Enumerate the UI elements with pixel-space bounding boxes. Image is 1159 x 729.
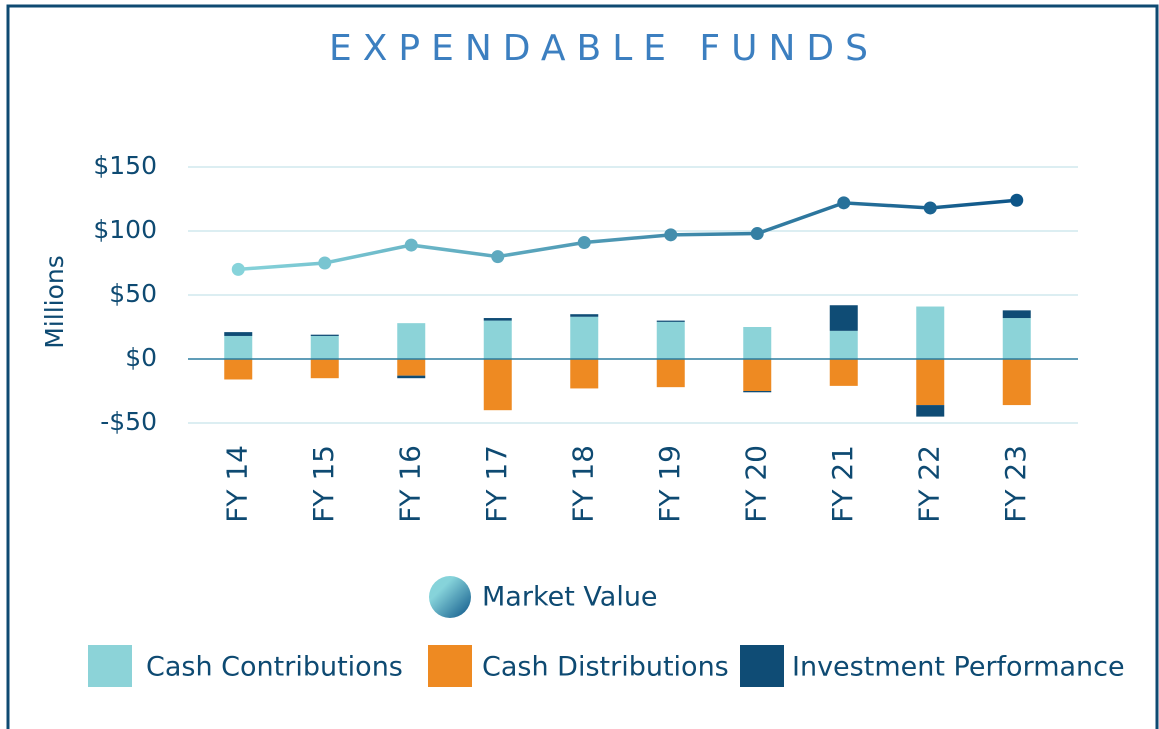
bar: [397, 323, 426, 359]
legend-swatch: [429, 576, 471, 618]
bar: [916, 359, 945, 406]
bar: [397, 359, 426, 376]
bar: [570, 316, 599, 359]
y-tick-label: $50: [109, 279, 157, 308]
bar: [224, 332, 253, 336]
bar: [570, 359, 599, 389]
legend-label: Investment Performance: [792, 652, 1125, 683]
x-tick-label: FY 21: [826, 445, 859, 523]
x-tick-label: FY 18: [566, 445, 599, 523]
bar: [570, 314, 599, 317]
bar: [829, 305, 858, 331]
legend-swatch: [428, 645, 472, 687]
chart-title: EXPENDABLE FUNDS: [329, 28, 879, 69]
bar: [743, 359, 772, 391]
bar: [483, 359, 512, 411]
bar: [483, 320, 512, 359]
point: [577, 236, 591, 250]
bar: [310, 335, 339, 359]
point: [231, 262, 245, 276]
frame: [6, 4, 1159, 729]
legend-swatch: [88, 645, 132, 687]
line: [238, 198, 1017, 272]
bar: [743, 391, 772, 393]
bar: [310, 359, 339, 379]
legend-label: Cash Contributions: [146, 652, 403, 683]
bar: [224, 335, 253, 359]
x-tick-label: FY 15: [307, 445, 340, 523]
y-axis-title: Millions: [40, 255, 69, 349]
bar: [224, 359, 253, 380]
x-tick-label: FY 20: [739, 445, 772, 523]
x-tick-label: FY 23: [999, 445, 1032, 523]
bar: [656, 320, 685, 322]
bar: [829, 330, 858, 359]
point: [750, 227, 764, 241]
legend-label: Market Value: [482, 582, 658, 613]
point: [491, 250, 505, 264]
x-tick-label: FY 17: [480, 445, 513, 523]
y-tick-label: -$50: [100, 407, 157, 436]
x-tick-label: FY 16: [393, 445, 426, 523]
bar: [916, 405, 945, 417]
legend-swatch: [740, 645, 784, 687]
bar: [829, 359, 858, 386]
bar: [483, 318, 512, 321]
bar: [656, 359, 685, 388]
point: [923, 201, 937, 215]
bar: [916, 306, 945, 359]
point: [837, 196, 851, 210]
point: [404, 238, 418, 252]
bar: [1002, 310, 1031, 319]
x-tick-label: FY 19: [653, 445, 686, 523]
x-tick-label: FY 22: [912, 445, 945, 523]
y-tick-label: $150: [93, 151, 157, 180]
legend-label: Cash Distributions: [482, 652, 729, 683]
bar: [1002, 318, 1031, 359]
bar: [743, 327, 772, 359]
y-tick-label: $0: [125, 343, 157, 372]
point: [1010, 193, 1024, 207]
point: [318, 256, 332, 270]
x-tick-label: FY 14: [220, 445, 253, 523]
bar: [656, 321, 685, 359]
y-tick-label: $100: [93, 215, 157, 244]
point: [664, 228, 678, 242]
bar: [1002, 359, 1031, 406]
bar: [397, 375, 426, 379]
bar: [310, 334, 339, 336]
